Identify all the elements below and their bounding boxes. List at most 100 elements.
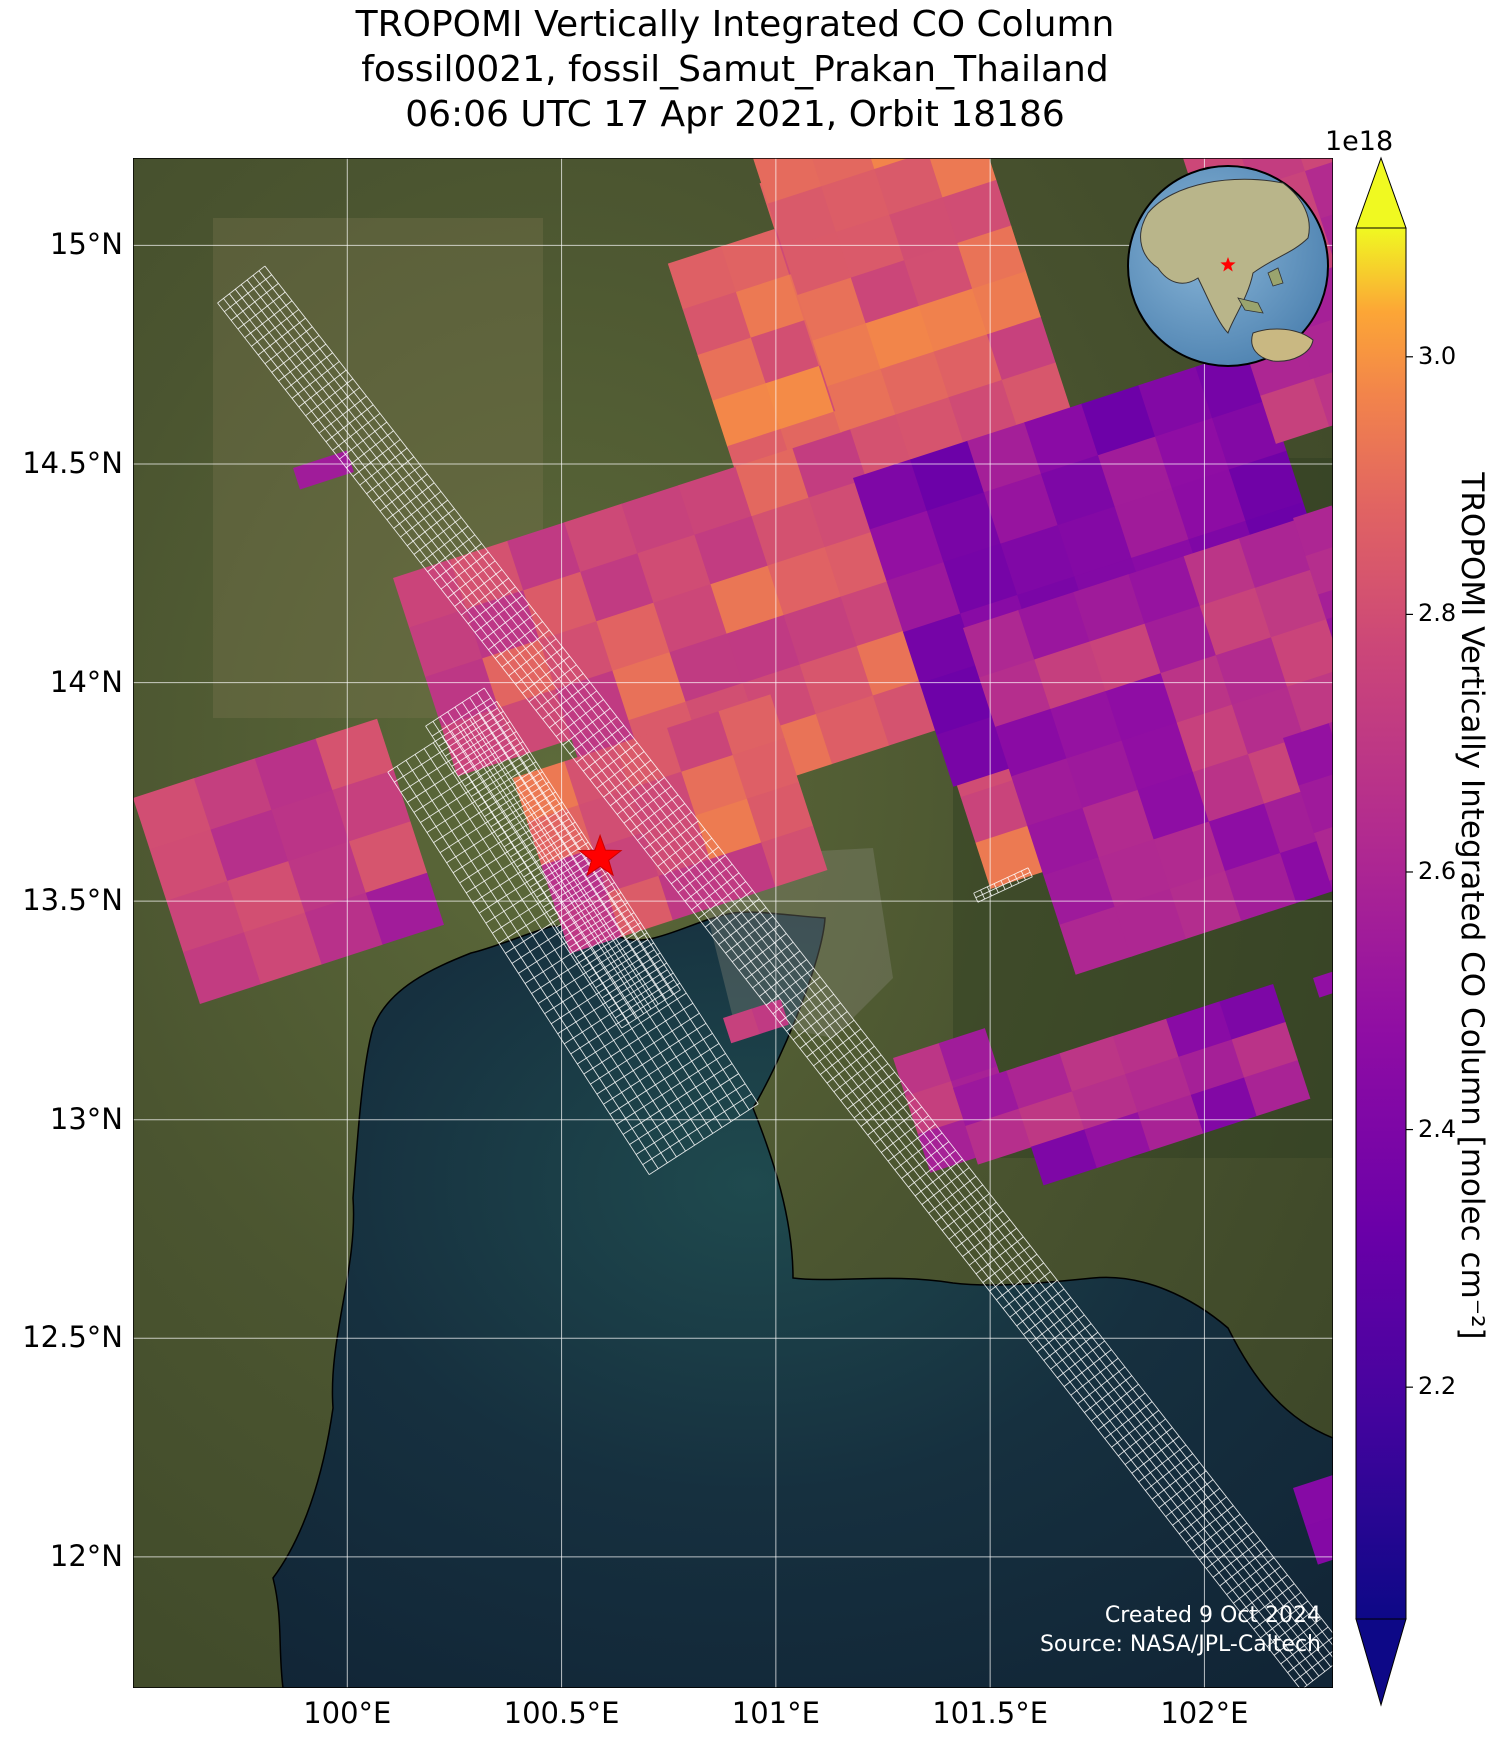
co-pixel bbox=[903, 613, 978, 684]
credit-source: Source: NASA/JPL-Caltech bbox=[1039, 1632, 1321, 1657]
co-pixel bbox=[965, 1108, 1032, 1165]
co-pixel bbox=[1260, 378, 1330, 444]
footprint-line bbox=[425, 725, 623, 1029]
colorbar-tick-label: 2.2 bbox=[1418, 1372, 1457, 1401]
co-pixel bbox=[751, 999, 789, 1035]
co-pixel bbox=[682, 291, 752, 356]
co-pixel bbox=[1183, 538, 1256, 607]
co-pixel bbox=[1224, 852, 1297, 921]
co-pixel bbox=[853, 459, 928, 530]
co-pixel bbox=[910, 440, 985, 512]
co-pixel bbox=[1128, 556, 1201, 625]
footprint-line bbox=[496, 701, 759, 1105]
co-pixel bbox=[564, 503, 639, 573]
co-pixel bbox=[365, 872, 444, 945]
co-pixel bbox=[767, 186, 837, 250]
footprint-line bbox=[487, 706, 750, 1111]
co-pixel bbox=[948, 379, 1018, 444]
colorbar-tick-label: 3.0 bbox=[1418, 341, 1457, 370]
co-pixel bbox=[393, 559, 467, 629]
co-pixel bbox=[732, 738, 799, 800]
co-pixel bbox=[1098, 839, 1171, 908]
co-pixel bbox=[1018, 591, 1091, 661]
co-pixel bbox=[975, 825, 1045, 889]
footprint-line bbox=[476, 692, 674, 995]
co-pixel bbox=[409, 608, 483, 678]
co-pixel bbox=[1097, 436, 1173, 508]
co-pixel bbox=[718, 694, 785, 756]
co-pixel bbox=[507, 522, 582, 591]
co-pixel bbox=[1283, 722, 1333, 787]
co-pixel bbox=[293, 450, 354, 490]
co-pixel bbox=[1228, 450, 1304, 522]
footprint-line bbox=[217, 302, 1302, 1688]
co-pixel bbox=[254, 738, 334, 811]
co-pixel bbox=[726, 614, 801, 684]
colorbar-multiplier: 1e18 bbox=[1325, 126, 1394, 157]
co-pixel bbox=[1287, 668, 1333, 737]
co-pixel bbox=[967, 422, 1042, 493]
co-pixel bbox=[667, 711, 734, 773]
co-pixel bbox=[895, 397, 965, 461]
co-pixel bbox=[936, 716, 1011, 787]
colorbar-extend-max bbox=[1355, 156, 1407, 229]
co-pixel bbox=[149, 829, 228, 902]
footprint-line bbox=[432, 721, 630, 1024]
co-pixel bbox=[821, 168, 890, 233]
co-pixel bbox=[678, 466, 753, 536]
co-pixel bbox=[1208, 803, 1281, 872]
co-pixel bbox=[1238, 520, 1311, 589]
co-pixel bbox=[983, 473, 1059, 545]
co-pixel bbox=[1270, 619, 1333, 688]
co-pixel bbox=[1280, 834, 1333, 904]
co-pixel bbox=[1313, 360, 1333, 427]
co-pixel bbox=[644, 815, 711, 877]
co-pixel bbox=[735, 448, 810, 517]
co-pixel bbox=[1153, 821, 1226, 890]
colorbar bbox=[1355, 156, 1413, 1707]
co-pixel bbox=[735, 274, 805, 339]
inset-globe bbox=[1127, 165, 1329, 367]
colorbar-tick-label: 2.6 bbox=[1418, 856, 1457, 885]
co-pixel bbox=[425, 658, 500, 727]
co-pixel bbox=[1137, 1094, 1204, 1151]
co-pixel bbox=[1171, 469, 1247, 540]
co-pixel bbox=[227, 860, 306, 933]
co-pixel bbox=[972, 271, 1041, 335]
co-pixel bbox=[1254, 569, 1327, 638]
co-pixel bbox=[578, 788, 645, 850]
co-pixel bbox=[942, 179, 1012, 244]
site-marker-star-icon bbox=[577, 833, 623, 877]
co-pixel bbox=[498, 689, 573, 758]
co-pixel bbox=[850, 260, 920, 324]
co-pixel bbox=[1160, 655, 1233, 724]
co-pixel bbox=[767, 546, 842, 616]
co-pixel bbox=[621, 485, 696, 554]
co-pixel bbox=[564, 744, 631, 806]
co-pixel bbox=[1089, 623, 1162, 692]
co-pixel bbox=[1137, 771, 1210, 840]
co-pixel bbox=[812, 323, 882, 387]
footprint-line bbox=[478, 712, 741, 1116]
footprint-line bbox=[229, 293, 1314, 1681]
map-panel bbox=[133, 158, 1333, 1688]
co-pixel bbox=[1169, 870, 1242, 939]
co-pixel bbox=[783, 596, 858, 666]
co-pixel bbox=[1084, 1111, 1151, 1169]
co-pixel bbox=[806, 158, 876, 187]
colorbar-tick-label: 2.4 bbox=[1418, 1114, 1457, 1143]
co-pixel bbox=[183, 932, 262, 1004]
co-pixel bbox=[1112, 1018, 1180, 1075]
sounding-footprint-grid bbox=[217, 265, 1333, 1688]
co-pixel bbox=[658, 858, 725, 921]
co-pixel bbox=[1305, 543, 1333, 595]
footprint-line bbox=[432, 742, 696, 1146]
co-pixel bbox=[1024, 403, 1099, 475]
co-pixel bbox=[1071, 1073, 1139, 1131]
co-pixel bbox=[797, 277, 867, 342]
co-pixel bbox=[765, 365, 835, 430]
co-pixel bbox=[799, 645, 874, 715]
co-pixel bbox=[513, 761, 580, 823]
footprint-line bbox=[460, 724, 723, 1128]
co-pixel bbox=[1144, 605, 1217, 674]
